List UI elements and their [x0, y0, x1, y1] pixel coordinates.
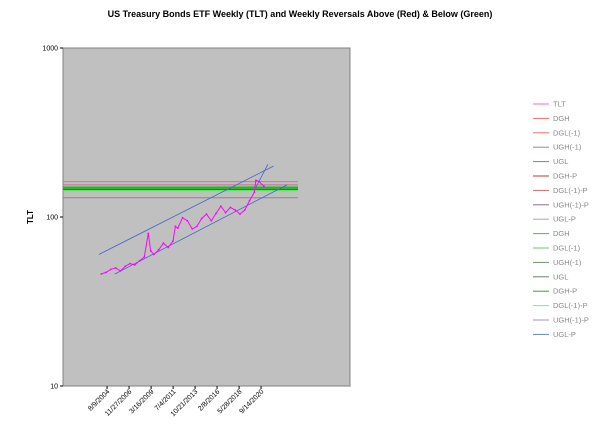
tlt-point — [157, 248, 160, 251]
trend-channel-line — [98, 165, 274, 255]
legend-label: DGL(-1) — [553, 128, 581, 137]
tlt-point — [138, 259, 141, 262]
plot-area — [62, 47, 351, 387]
legend-label: DGL(-1)-P — [553, 186, 588, 195]
tlt-point — [149, 250, 152, 252]
tlt-point — [253, 191, 256, 194]
tlt-point — [124, 265, 127, 268]
tlt-point — [167, 246, 170, 249]
legend-label: UGL-P — [553, 330, 576, 339]
legend-label: DGL(-1) — [553, 244, 581, 253]
tlt-point — [205, 213, 208, 216]
tlt-point — [219, 205, 222, 208]
tlt-point — [258, 180, 261, 183]
tlt-point — [234, 209, 237, 211]
y-tick-label: 100 — [46, 215, 58, 222]
chart-title: US Treasury Bonds ETF Weekly (TLT) and W… — [108, 9, 493, 19]
tlt-point — [255, 179, 257, 182]
tlt-point — [176, 227, 179, 229]
legend-label: UGH(-1)-P — [553, 316, 589, 325]
y-axis-ticks: 1000 100 10 — [42, 46, 63, 391]
x-axis-ticks: 8/9/200411/27/20063/16/20097/4/201110/21… — [87, 386, 266, 418]
tlt-point — [248, 199, 251, 202]
legend-label: DGH-P — [553, 287, 577, 296]
legend-label: DGH — [553, 229, 570, 238]
tlt-point — [105, 271, 107, 274]
tlt-point — [181, 216, 184, 219]
chart-legend: TLT DGH DGL(-1) UGH(-1) UGL DGH-P DGL(-1)-P UGH… — [533, 100, 589, 339]
tlt-point — [143, 256, 146, 258]
tlt-point — [229, 206, 232, 209]
tlt-point — [210, 219, 213, 222]
reversal-level-lines — [63, 181, 298, 199]
legend-label: UGH(-1) — [553, 258, 582, 267]
trend-channel-line — [114, 184, 288, 275]
trend-channel-lines — [98, 164, 288, 275]
tlt-point — [152, 253, 155, 256]
tlt-point — [162, 242, 165, 245]
tlt-point — [196, 225, 198, 228]
y-axis-label: TLT — [26, 210, 35, 224]
tlt-point — [114, 266, 117, 269]
tlt-point — [215, 212, 217, 215]
y-tick-label: 1000 — [42, 46, 58, 53]
legend-label: UGL-P — [553, 215, 576, 224]
tlt-point — [172, 240, 174, 243]
tlt-point — [147, 232, 150, 235]
tlt-point — [100, 273, 103, 275]
trend-channel-line — [255, 164, 269, 188]
tlt-point — [263, 185, 265, 188]
tlt-point — [174, 225, 177, 228]
tlt-point — [109, 268, 112, 271]
tlt-point — [243, 209, 246, 211]
tlt-point — [119, 269, 122, 272]
tlt-point — [133, 264, 136, 266]
tlt-series — [100, 179, 265, 275]
tlt-point — [186, 219, 189, 222]
tlt-point — [239, 213, 241, 216]
legend-label: UGH(-1) — [553, 143, 582, 152]
tlt-point — [191, 228, 194, 230]
x-tick-label: 3/16/2009 — [129, 388, 156, 415]
tlt-point — [224, 211, 227, 214]
legend-label: DGL(-1)-P — [553, 301, 588, 310]
y-tick-label: 10 — [50, 384, 58, 391]
tlt-point — [129, 262, 131, 265]
legend-label: UGL — [553, 157, 568, 166]
legend-label: UGL — [553, 272, 568, 281]
legend-label: TLT — [553, 100, 566, 109]
legend-label: UGH(-1)-P — [553, 200, 589, 209]
legend-label: DGH — [553, 114, 570, 123]
legend-label: DGH-P — [553, 172, 577, 181]
tlt-point — [200, 217, 203, 220]
